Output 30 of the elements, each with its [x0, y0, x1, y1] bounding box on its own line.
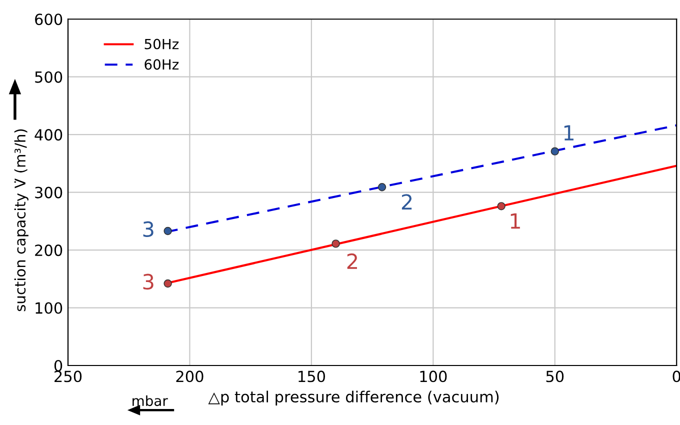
point	[332, 240, 340, 248]
x-tick-label: 150	[298, 370, 326, 382]
annotation: 3	[143, 221, 154, 238]
annotation: 1	[564, 125, 574, 140]
y-tick-label: 600	[35, 14, 62, 26]
x-tick-label: 200	[176, 370, 204, 382]
annotation: 3	[143, 274, 154, 290]
annotation: 1	[510, 213, 520, 229]
annotation: 2	[402, 194, 412, 210]
annotation: 2	[347, 253, 357, 269]
x-tick-label: 250	[54, 370, 82, 382]
x-tick-label: 100	[420, 370, 447, 382]
x-axis-title: △p total pressure difference (vacuum)	[208, 390, 499, 406]
x-tick-label: 50	[546, 370, 564, 382]
point	[550, 147, 559, 156]
y-tick-label: 400	[34, 129, 62, 141]
text: mbar	[132, 395, 168, 406]
y-axis-title: suction capacity V̇ (m³/h)	[14, 129, 28, 312]
y-tick-label: 200	[35, 244, 62, 256]
x-tick-label: 0	[672, 370, 680, 382]
point	[378, 183, 386, 192]
y-tick-label: 300	[35, 186, 62, 198]
y-tick-label: 500	[35, 71, 62, 83]
point	[164, 279, 172, 288]
y-tick-label: 100	[36, 302, 62, 314]
legend-label: 50Hz	[144, 38, 179, 50]
y-tick-label: 0	[54, 360, 62, 372]
point	[164, 226, 172, 236]
point	[497, 202, 506, 210]
legend-label: 60Hz	[144, 59, 179, 70]
